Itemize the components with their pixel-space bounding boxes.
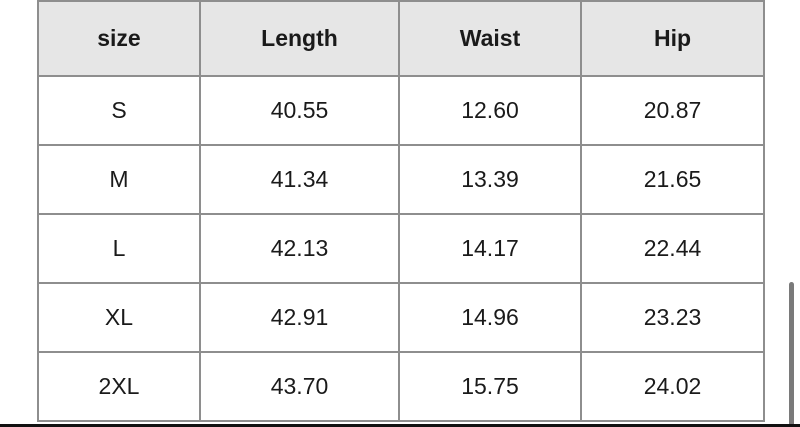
cell-size: 2XL	[37, 351, 201, 422]
table-row: M 41.34 13.39 21.65	[37, 144, 765, 215]
table-row: 2XL 43.70 15.75 24.02	[37, 351, 765, 422]
cell-size: L	[37, 213, 201, 284]
cell-length: 43.70	[199, 351, 400, 422]
cell-length: 42.91	[199, 282, 400, 353]
bottom-divider	[0, 424, 800, 427]
header-row: size Length Waist Hip	[37, 0, 765, 77]
cell-hip: 23.23	[580, 282, 765, 353]
cell-length: 42.13	[199, 213, 400, 284]
cell-hip: 24.02	[580, 351, 765, 422]
header-length: Length	[199, 0, 400, 77]
table-row: S 40.55 12.60 20.87	[37, 75, 765, 146]
header-waist: Waist	[398, 0, 582, 77]
cell-length: 40.55	[199, 75, 400, 146]
table-row: XL 42.91 14.96 23.23	[37, 282, 765, 353]
cell-size: XL	[37, 282, 201, 353]
cell-waist: 14.96	[398, 282, 582, 353]
cell-waist: 12.60	[398, 75, 582, 146]
cell-hip: 20.87	[580, 75, 765, 146]
cell-waist: 15.75	[398, 351, 582, 422]
size-chart-table: size Length Waist Hip S 40.55 12.60 20.87 M 4…	[37, 0, 765, 422]
cell-size: S	[37, 75, 201, 146]
vertical-scrollbar[interactable]	[789, 282, 794, 427]
cell-size: M	[37, 144, 201, 215]
cell-hip: 22.44	[580, 213, 765, 284]
cell-hip: 21.65	[580, 144, 765, 215]
cell-length: 41.34	[199, 144, 400, 215]
header-hip: Hip	[580, 0, 765, 77]
cell-waist: 14.17	[398, 213, 582, 284]
header-size: size	[37, 0, 201, 77]
table-row: L 42.13 14.17 22.44	[37, 213, 765, 284]
cell-waist: 13.39	[398, 144, 582, 215]
